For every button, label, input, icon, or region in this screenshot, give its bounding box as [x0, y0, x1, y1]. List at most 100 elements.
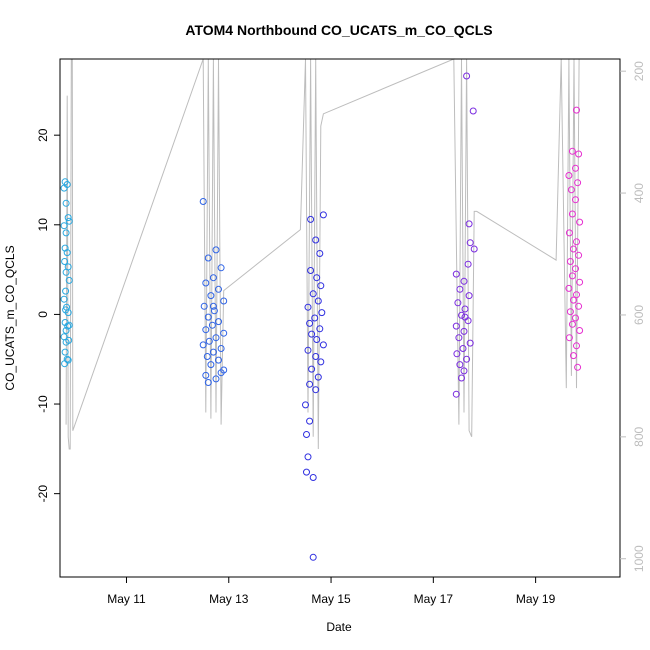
- data-point: [306, 380, 314, 388]
- data-point: [572, 314, 579, 322]
- y-tick-label: 20: [36, 128, 50, 142]
- data-point: [202, 326, 210, 334]
- data-point: [566, 308, 574, 316]
- data-point: [212, 246, 220, 254]
- data-point: [465, 292, 473, 300]
- data-point: [458, 374, 465, 382]
- data-point: [456, 285, 464, 293]
- data-point: [61, 360, 69, 368]
- data-point: [575, 302, 583, 310]
- data-point: [220, 329, 228, 337]
- data-point: [312, 236, 320, 244]
- data-point: [312, 353, 320, 360]
- data-point: [573, 342, 580, 350]
- data-point: [470, 245, 478, 253]
- data-point: [461, 313, 469, 321]
- data-point: [217, 369, 225, 377]
- data-point: [565, 172, 573, 179]
- data-point: [217, 264, 225, 272]
- data-point: [461, 305, 469, 313]
- profile-line: [65, 58, 580, 450]
- data-point: [309, 553, 317, 561]
- x-tick-label: May 11: [107, 592, 146, 606]
- data-point: [64, 214, 72, 222]
- data-point: [62, 306, 70, 314]
- plot-frame: [59, 58, 621, 578]
- data-point: [61, 348, 69, 356]
- data-point: [466, 239, 474, 247]
- data-point: [303, 468, 310, 476]
- data-point: [302, 401, 309, 409]
- data-point: [308, 330, 316, 338]
- data-point: [452, 322, 460, 330]
- data-point: [62, 268, 70, 276]
- data-point: [65, 276, 73, 284]
- data-point: [565, 334, 573, 342]
- data-point: [205, 337, 213, 345]
- data-point: [313, 336, 321, 343]
- data-point: [469, 107, 477, 115]
- data-point: [319, 211, 327, 219]
- data-point: [573, 238, 580, 246]
- y-tick-label: 0: [36, 311, 50, 318]
- data-point: [460, 367, 468, 375]
- data-point: [316, 325, 324, 333]
- data-point: [318, 309, 326, 317]
- data-point: [319, 341, 327, 349]
- data-point: [459, 345, 467, 352]
- data-point: [575, 150, 583, 158]
- data-point: [572, 164, 579, 172]
- data-point: [573, 106, 580, 114]
- x-tick-label: May 17: [414, 592, 454, 606]
- data-point: [207, 361, 215, 369]
- data-point: [565, 284, 573, 292]
- data-point: [215, 285, 222, 293]
- profile-layer: [65, 58, 580, 450]
- data-point: [576, 327, 584, 334]
- data-point: [464, 260, 472, 268]
- data-point: [210, 307, 218, 315]
- data-point: [208, 321, 216, 329]
- data-point: [568, 210, 576, 218]
- data-point: [568, 147, 576, 155]
- data-point: [61, 244, 69, 252]
- data-point: [314, 297, 322, 305]
- data-point: [306, 319, 314, 327]
- data-point: [64, 322, 72, 330]
- data-point: [202, 279, 210, 287]
- y-tick-label: -10: [36, 395, 50, 413]
- data-point: [572, 265, 579, 273]
- secondary-y-tick-label: 200: [632, 61, 646, 81]
- data-point: [204, 313, 212, 321]
- data-point: [307, 267, 315, 274]
- data-point: [456, 361, 464, 369]
- data-point: [63, 181, 71, 188]
- secondary-y-axis: 200 400 600 800 1000: [620, 61, 646, 572]
- data-point: [454, 299, 462, 307]
- data-point: [312, 386, 320, 394]
- data-point: [565, 229, 573, 237]
- data-point: [62, 199, 70, 207]
- data-point: [466, 339, 474, 347]
- data-point: [463, 72, 471, 80]
- data-point: [313, 274, 321, 282]
- y-axis-label: CO_UCATS_m_CO_QCLS: [3, 245, 17, 390]
- data-point: [570, 296, 577, 304]
- data-point: [314, 373, 322, 381]
- data-point: [209, 274, 217, 282]
- x-tick-label: May 13: [209, 592, 249, 606]
- data-point: [458, 311, 465, 319]
- data-point: [316, 250, 324, 257]
- points-layer: [60, 72, 584, 561]
- data-point: [311, 314, 319, 322]
- data-point: [567, 186, 575, 194]
- x-axis: May 11 May 13 May 15 May 17 May 19: [107, 577, 556, 606]
- x-axis-label: Date: [326, 620, 352, 634]
- data-point: [572, 196, 579, 204]
- data-point: [576, 218, 584, 226]
- data-point: [452, 390, 460, 398]
- data-point: [60, 222, 68, 230]
- data-point: [465, 220, 473, 228]
- data-point: [65, 336, 73, 344]
- data-point: [215, 318, 222, 326]
